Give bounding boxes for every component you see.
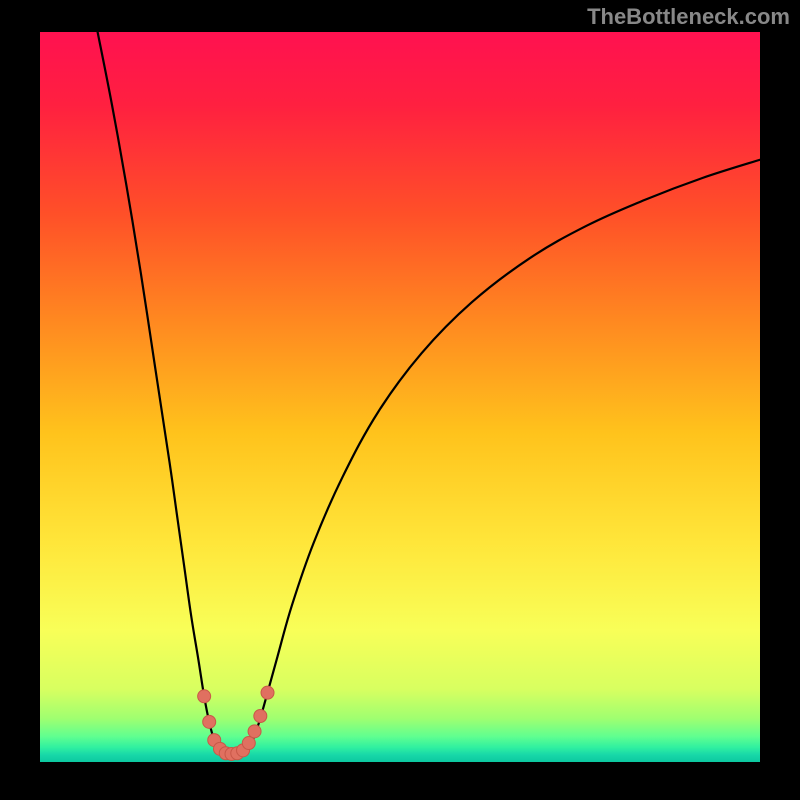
figure-container: TheBottleneck.com bbox=[0, 0, 800, 800]
marker-point bbox=[198, 690, 211, 703]
bottleneck-curve bbox=[40, 32, 760, 762]
marker-point bbox=[261, 686, 274, 699]
plot-area bbox=[40, 32, 760, 762]
watermark-text: TheBottleneck.com bbox=[587, 4, 790, 30]
marker-point bbox=[254, 710, 267, 723]
marker-point bbox=[242, 737, 255, 750]
marker-point bbox=[248, 725, 261, 738]
marker-group bbox=[198, 686, 274, 760]
marker-point bbox=[203, 715, 216, 728]
curve-path bbox=[98, 32, 760, 755]
